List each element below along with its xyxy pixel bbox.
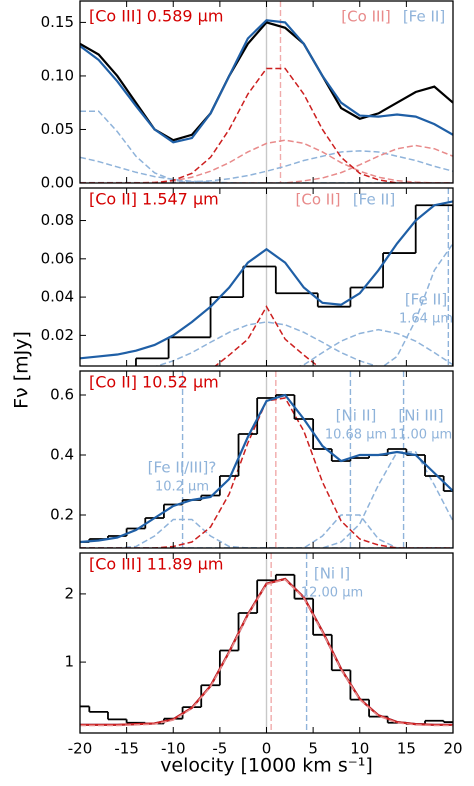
series-line <box>80 144 453 183</box>
line-key: [Fe II] <box>403 8 445 26</box>
y-tick-label: 0.10 <box>41 66 74 84</box>
plot-area <box>80 553 453 733</box>
annotation: [Fe II/III]? <box>148 459 217 477</box>
series-line <box>80 19 453 144</box>
plot-area <box>80 188 453 366</box>
y-tick-label: 0.00 <box>41 174 74 192</box>
panel-label: [Co III] 11.89 μm <box>89 555 223 574</box>
x-tick-label: -5 <box>212 740 227 758</box>
line-key: [Fe II] <box>353 191 395 209</box>
series-line <box>80 578 453 727</box>
series-line <box>80 110 453 183</box>
annotation: [Ni III] <box>398 407 443 425</box>
panel-label: [Co II] 10.52 μm <box>89 373 219 392</box>
annotation: 1.64 μm <box>399 312 453 327</box>
series-line <box>80 21 453 142</box>
x-tick-label: 10 <box>350 740 369 758</box>
annotation: [Ni II] <box>336 407 377 425</box>
series-line <box>297 328 453 366</box>
x-tick-label: 0 <box>262 740 272 758</box>
x-tick-label: -20 <box>68 740 93 758</box>
line-key: [Co II] <box>296 191 341 209</box>
plot-area <box>80 1 453 183</box>
y-tick-label: 0.04 <box>41 288 74 306</box>
x-axis-label: velocity [1000 km s⁻¹] <box>160 755 373 777</box>
plot-area <box>80 371 453 548</box>
y-tick-label: 0.15 <box>41 13 74 31</box>
y-tick-label: 2 <box>64 584 74 602</box>
series-line <box>80 200 453 360</box>
series-line <box>80 139 453 183</box>
y-tick-label: 0.6 <box>50 386 74 404</box>
series-line <box>80 514 453 548</box>
series-line <box>80 451 453 548</box>
x-tick-label: 15 <box>397 740 416 758</box>
line-key: [Co III] <box>341 8 390 26</box>
y-tick-label: 0.02 <box>41 326 74 344</box>
series-line <box>80 67 453 183</box>
y-axis-label: Fν [mJy] <box>11 331 33 409</box>
annotation: 11.00 μm <box>390 428 452 443</box>
series-line <box>214 305 319 366</box>
series-line <box>80 393 453 544</box>
y-tick-label: 0.4 <box>50 446 74 464</box>
y-tick-label: 1 <box>64 653 74 671</box>
y-tick-label: 0.06 <box>41 249 74 267</box>
y-tick-label: 0.2 <box>50 506 74 524</box>
panel-label: [Co II] 1.547 μm <box>89 190 219 209</box>
x-tick-label: -10 <box>161 740 186 758</box>
panel-label: [Co III] 0.589 μm <box>89 7 223 26</box>
series-line <box>80 156 453 183</box>
x-tick-label: -15 <box>114 740 139 758</box>
y-tick-label: 0.08 <box>41 211 74 229</box>
series-line <box>80 518 453 548</box>
x-tick-label: 5 <box>308 740 318 758</box>
annotation: 10.2 μm <box>155 480 209 495</box>
annotation: [Fe II] <box>405 291 447 309</box>
x-tick-label: 20 <box>443 740 462 758</box>
annotation: 10.68 μm <box>325 428 387 443</box>
y-tick-label: 0.05 <box>41 120 74 138</box>
annotation: [Ni I] <box>314 565 350 583</box>
annotation: 12.00 μm <box>301 586 363 601</box>
